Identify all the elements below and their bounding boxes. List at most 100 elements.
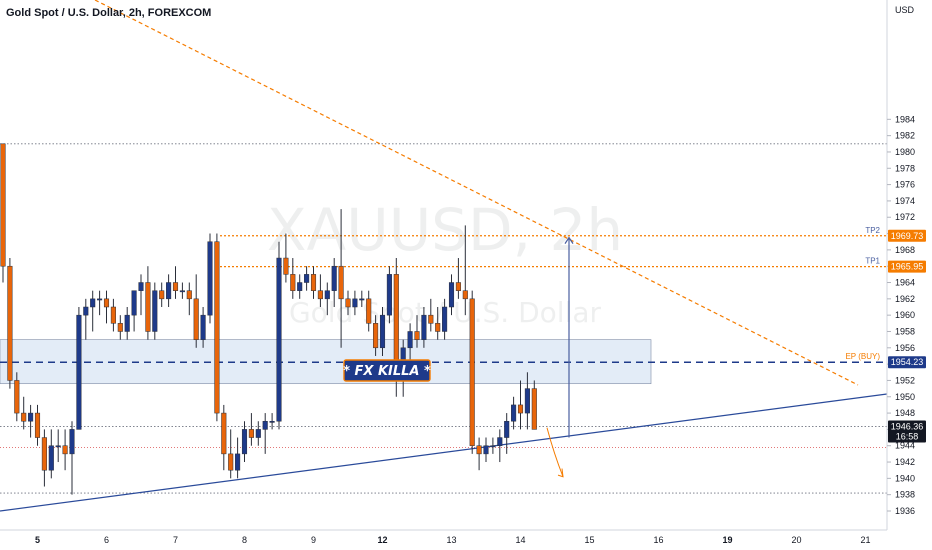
candle [442,298,448,340]
candle-body [131,290,137,316]
candle-body [531,388,537,430]
candle [0,143,6,283]
candle-body [186,290,192,300]
candlestick-series [0,143,537,495]
candle-body [379,314,386,349]
candle [62,429,68,471]
candle-body [414,331,420,340]
price-tag-value: 1969.73 [891,231,924,241]
y-tick-label: 1956 [895,343,915,353]
candle-body [297,282,303,291]
candle-body [83,306,89,316]
candle-body [28,412,34,422]
candle [41,429,47,487]
candle [386,266,392,324]
candle-body [214,241,220,414]
candle-body [193,298,199,340]
candle-body [304,274,310,283]
candle [145,266,151,340]
x-tick-label: 8 [242,535,247,545]
candle [69,421,75,495]
candle [97,290,103,316]
y-tick-label: 1938 [895,490,915,500]
y-tick-label: 1978 [895,163,915,173]
fx-killa-badge [343,359,431,382]
candle-body [462,290,468,300]
candle-body [469,298,475,446]
pullback-arrow-head [557,468,564,478]
candle-body [207,241,213,316]
time-axis[interactable]: 5 6 7 8 9 12 13 14 15 16 19 20 21 [35,535,871,545]
candle [186,282,192,316]
y-tick-label: 1950 [895,392,915,402]
candle [7,258,13,389]
level-label: EP (BUY) [845,352,880,361]
candle-body [14,380,20,414]
candle-body [241,429,248,455]
x-tick-label: 13 [446,535,456,545]
annotations: * FX KILLA * TP2 TP1 EP (BUY) [343,226,881,478]
x-tick-label: 12 [377,535,387,545]
candle-body [428,314,434,324]
candle [200,307,206,348]
symbol-watermark: XAUUSD, 2h [267,196,623,264]
price-tag-value: 1954.23 [891,357,924,367]
candle [462,225,468,316]
candle-body [366,298,372,324]
candle [276,241,282,430]
candle-body [290,274,296,291]
candle [517,380,524,430]
candle-body [517,404,524,414]
candle [366,290,372,332]
candle-body [352,298,358,308]
chart-title: Gold Spot / U.S. Dollar, 2h, FOREXCOM [6,7,211,19]
candle [490,437,496,454]
candle [476,437,482,471]
candle-body [442,306,448,332]
price-tag-box [888,260,926,273]
candle-body [511,404,517,422]
fx-killa-label: * FX KILLA * [343,364,431,379]
candle [255,421,261,446]
y-tick-label: 1968 [895,245,915,255]
candle [435,307,441,340]
candle-body [172,282,179,291]
candle-body [55,445,61,448]
candle [83,298,89,340]
y-tick-label: 1952 [895,375,915,385]
candle-body [338,265,344,300]
candle [124,307,130,340]
y-tick-label: 1982 [895,131,915,141]
candle [235,437,241,479]
candle-body [276,257,282,422]
candle-body [117,323,123,332]
candle [469,290,475,454]
candle [297,274,303,299]
candle [290,258,296,299]
x-tick-label: 5 [35,535,40,545]
candle-body [179,290,185,293]
price-tag-value: 1965.95 [891,262,924,272]
x-tick-label: 19 [722,535,732,545]
candle-body [373,323,379,349]
x-tick-label: 20 [791,535,801,545]
candle-body [435,323,441,332]
candle [324,282,330,316]
y-tick-label: 1984 [895,114,915,124]
candle-body [324,290,330,300]
candle-body [448,282,455,308]
x-tick-label: 9 [311,535,316,545]
candle [345,290,351,316]
ascending-trendline [0,393,888,512]
candle-body [21,412,27,422]
candle-body [152,290,158,332]
candle [497,429,503,463]
candle [455,258,461,299]
horizontal-levels [0,143,887,494]
candle-body [283,257,289,275]
y-tick-label: 1972 [895,212,915,222]
candle [172,266,179,299]
candle-body [483,445,489,455]
